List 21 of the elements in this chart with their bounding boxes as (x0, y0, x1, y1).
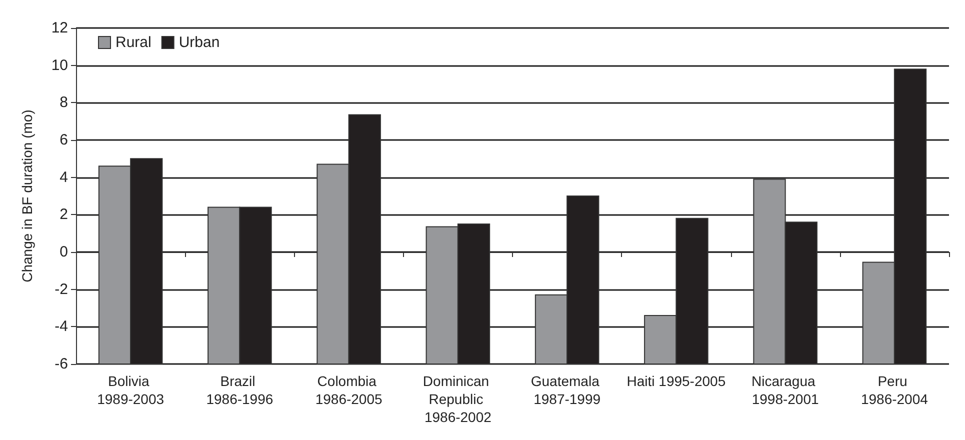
x-tick-label: Haiti 1995-2005 (626, 373, 726, 389)
y-tick-label: 12 (51, 20, 68, 36)
x-tick-label: Colombia 1986-2005 (315, 373, 382, 407)
x-tick-label: Bolivia 1989-2003 (97, 373, 164, 407)
legend-label: Rural (116, 34, 152, 51)
x-tick-label: Peru 1986-2004 (860, 373, 928, 407)
y-tick-label: 10 (51, 56, 68, 74)
y-axis-title: Change in BF duration (mo) (19, 110, 35, 282)
x-tick-label: Nicaragua 1998-2001 (751, 373, 820, 407)
y-tick-label: 4 (60, 168, 68, 186)
y-tick-label: 0 (60, 244, 68, 260)
y-tick-label: 6 (60, 132, 68, 148)
y-tick-label: 8 (60, 94, 68, 112)
x-tick-label: Dominican Republic 1986-2002 (422, 373, 493, 425)
x-tick-label: Guatemala 1987-1999 (530, 373, 604, 407)
y-tick-label: -4 (54, 318, 68, 336)
y-tick-label: -6 (54, 356, 68, 372)
legend-label: Urban (178, 34, 220, 51)
y-tick-label: 2 (60, 206, 68, 224)
x-tick-label: Brazil 1986-1996 (206, 373, 274, 407)
y-tick-label: -2 (54, 280, 68, 298)
